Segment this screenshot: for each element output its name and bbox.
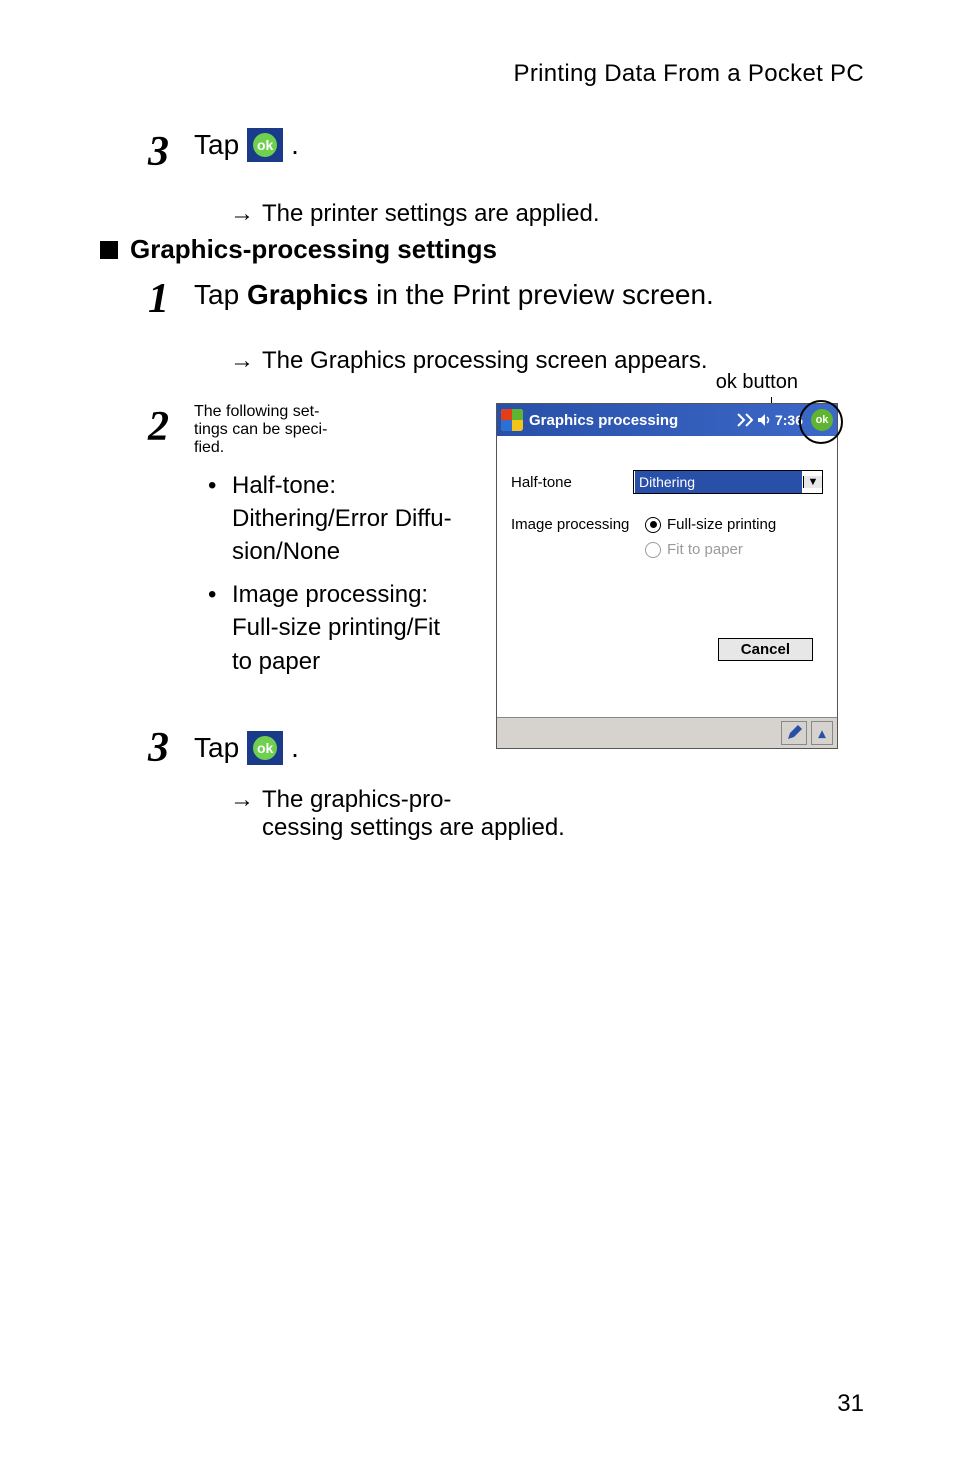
step-1: 1 Tap Graphics in the Print preview scre… xyxy=(148,275,864,323)
step-3b-num: 3 xyxy=(148,724,194,772)
ok-inner-label: ok xyxy=(253,736,277,760)
step-3a: 3 Tap ok . xyxy=(148,128,864,176)
step-2-num: 2 xyxy=(148,403,194,451)
sip-pen-icon[interactable] xyxy=(781,721,807,745)
step-2-line2: tings can be speci- xyxy=(194,421,327,438)
section-heading: Graphics-processing settings xyxy=(100,234,864,265)
square-bullet-icon xyxy=(100,241,118,259)
radio-fullsize-label: Full-size printing xyxy=(667,516,776,533)
step-2-line1: The following set- xyxy=(194,403,319,420)
arrow-icon: → xyxy=(230,201,254,228)
b2-l2: Full-size printing/Fit xyxy=(232,614,440,641)
chevron-down-icon[interactable]: ▼ xyxy=(803,476,822,488)
step-1-text: Tap Graphics in the Print preview screen… xyxy=(194,275,864,316)
b1-l1: Half-tone: xyxy=(232,472,336,499)
cancel-button[interactable]: Cancel xyxy=(718,638,813,661)
ok-inner-label: ok xyxy=(253,133,277,157)
step-3b-text: Tap ok . xyxy=(194,731,299,765)
bullet-halftone: Half-tone: Dithering/Error Diffu- sion/N… xyxy=(194,469,452,568)
page-number: 31 xyxy=(837,1390,864,1418)
radio-icon xyxy=(645,517,661,533)
step-2-line3: fied. xyxy=(194,439,224,456)
arrow-icon: → xyxy=(230,787,254,814)
radio-icon xyxy=(645,542,661,558)
tray: 7:36 ok xyxy=(737,409,833,431)
section-heading-text: Graphics-processing settings xyxy=(130,234,497,265)
step-1-pre: Tap xyxy=(194,279,247,310)
halftone-label: Half-tone xyxy=(511,474,633,491)
b1-l2: Dithering/Error Diffu- xyxy=(232,505,452,532)
step-3a-result: The printer settings are applied. xyxy=(262,200,600,228)
device-time: 7:36 xyxy=(775,412,803,428)
radio-fullsize[interactable]: Full-size printing xyxy=(645,516,776,533)
bullet-imageproc: Image processing: Full-size printing/Fit… xyxy=(194,578,452,677)
arrow-icon: → xyxy=(230,348,254,375)
step-3b-result: The graphics-pro- cessing settings are a… xyxy=(262,786,565,842)
step-3b-verb: Tap xyxy=(194,732,239,764)
step-2: 2 The following set- tings can be speci-… xyxy=(100,403,476,688)
b2-l3: to paper xyxy=(232,648,320,675)
step-3a-verb: Tap xyxy=(194,129,239,161)
b2-l1: Image processing: xyxy=(232,581,428,608)
step-3a-num: 3 xyxy=(148,128,194,176)
halftone-value: Dithering xyxy=(635,471,802,493)
radio-fittopaper-label: Fit to paper xyxy=(667,541,743,558)
page-header: Printing Data From a Pocket PC xyxy=(100,60,864,88)
step-1-num: 1 xyxy=(148,275,194,323)
device-footer: ▴ xyxy=(497,717,837,748)
step-3a-text: Tap ok . xyxy=(194,128,299,162)
connection-icon xyxy=(737,413,753,427)
step-3b-result-l2: cessing settings are applied. xyxy=(262,814,565,841)
device-titlebar: Graphics processing 7:36 ok xyxy=(497,404,837,436)
b1-l3: sion/None xyxy=(232,538,340,565)
ok-icon: ok xyxy=(247,731,283,765)
step-1-post: in the Print preview screen. xyxy=(368,279,714,310)
sip-up-icon[interactable]: ▴ xyxy=(811,721,833,745)
ok-icon: ok xyxy=(247,128,283,162)
step-1-result: The Graphics processing screen appears. xyxy=(262,347,708,375)
step-3b: 3 Tap ok . xyxy=(148,724,476,772)
step-1-bold: Graphics xyxy=(247,279,368,310)
imageproc-label: Image processing xyxy=(511,516,645,533)
period: . xyxy=(291,732,299,764)
speaker-icon xyxy=(757,413,771,427)
step-3b-result-row: → The graphics-pro- cessing settings are… xyxy=(230,786,864,842)
radio-fittopaper[interactable]: Fit to paper xyxy=(645,541,743,558)
step-3a-result-row: → The printer settings are applied. xyxy=(230,200,864,228)
titlebar-ok-button[interactable]: ok xyxy=(811,409,833,431)
period: . xyxy=(291,129,299,161)
start-menu-icon[interactable] xyxy=(501,409,523,431)
device-title: Graphics processing xyxy=(529,412,737,429)
device-screenshot: Graphics processing 7:36 ok Half-tone Di… xyxy=(496,403,838,749)
halftone-dropdown[interactable]: Dithering ▼ xyxy=(633,470,823,494)
step-3b-result-l1: The graphics-pro- xyxy=(262,786,451,813)
ok-callout-label: ok button xyxy=(716,371,798,394)
